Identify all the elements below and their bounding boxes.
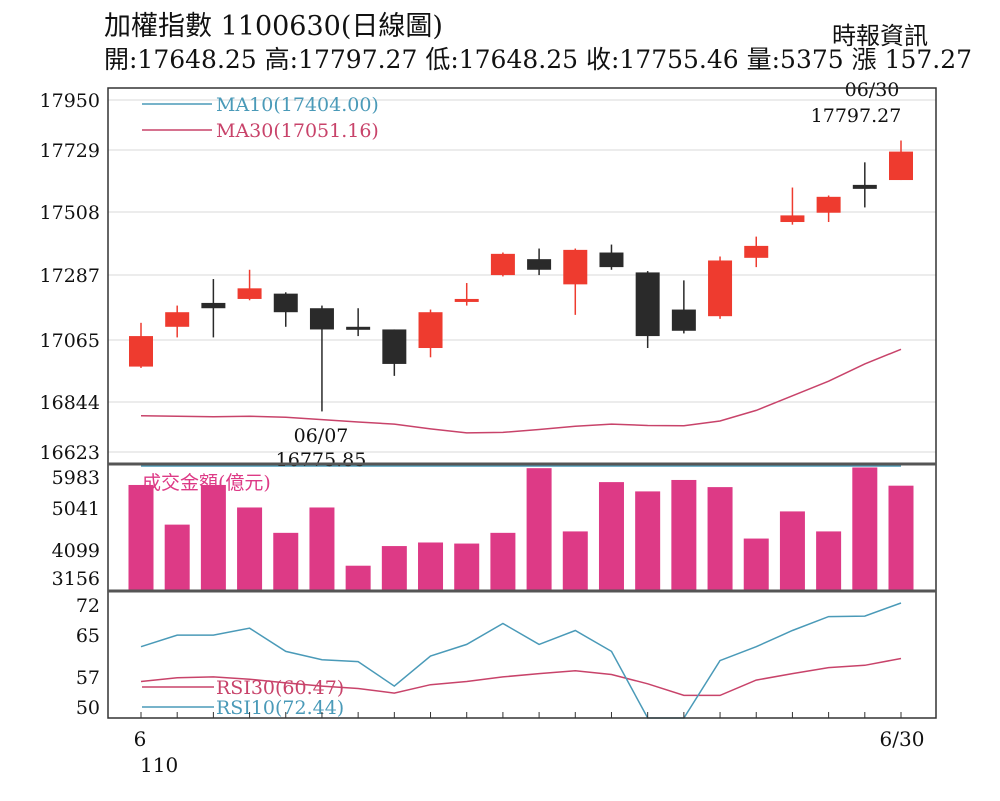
price-tick-label: 17950 <box>40 90 100 112</box>
ma30-line <box>140 348 902 434</box>
candle-body <box>382 329 407 364</box>
candle-body <box>454 298 479 302</box>
volume-bar <box>526 468 552 591</box>
candle-body <box>599 252 624 268</box>
rsi-legend-label: RSI30(60.47) <box>216 677 344 699</box>
plot-frame <box>107 87 937 719</box>
volume-bar <box>888 485 914 591</box>
volume-tick-label: 3156 <box>52 568 100 590</box>
source-label: 時報資訊 <box>832 22 928 50</box>
volume-tick-label: 5041 <box>52 498 100 520</box>
price-tick-label: 17508 <box>40 202 100 224</box>
volume-bar <box>237 507 263 591</box>
volume-panel-label: 成交金額(億元) <box>142 472 271 494</box>
volume-tick-label: 4099 <box>52 540 100 562</box>
rsi-legend-label: RSI10(72.44) <box>216 697 344 719</box>
volume-bar <box>562 531 588 591</box>
candle-body <box>671 309 696 331</box>
candle-body <box>237 288 262 299</box>
price-tick-label: 17065 <box>40 330 100 352</box>
volume-bar <box>852 467 878 591</box>
candle-body <box>780 215 805 223</box>
price-tick-label: 17729 <box>40 140 100 162</box>
candle-body <box>129 336 153 367</box>
low-value-annotation: 16775.85 <box>276 449 367 471</box>
candle-body <box>490 253 515 276</box>
candle-body <box>889 151 913 181</box>
rsi-tick-label: 50 <box>76 697 100 719</box>
volume-bar <box>635 491 661 591</box>
candle-body <box>852 184 877 189</box>
low-date-annotation: 06/07 <box>294 425 349 447</box>
volume-bar <box>490 532 516 591</box>
candle-body <box>527 259 552 270</box>
rsi-tick-label: 57 <box>76 667 100 689</box>
candle-body <box>744 245 769 258</box>
x-tick-label-start: 6 <box>134 727 147 751</box>
volume-bar <box>816 531 842 591</box>
candle-body <box>563 249 588 285</box>
rsi-tick-label: 72 <box>76 595 100 617</box>
candle-body <box>708 260 733 317</box>
candle-body <box>346 326 371 330</box>
volume-bar <box>128 484 154 591</box>
candle-body <box>309 308 334 330</box>
volume-bar <box>598 482 624 591</box>
candle-body <box>418 312 443 349</box>
high-value-annotation: 17797.27 <box>811 105 902 127</box>
rsi-tick-label: 65 <box>76 625 100 647</box>
price-tick-label: 17287 <box>40 265 100 287</box>
chart-title: 加權指數 1100630(日線圖) <box>104 11 443 42</box>
high-date-annotation: 06/30 <box>845 79 900 101</box>
legend-label: MA10(17404.00) <box>216 94 379 116</box>
volume-bar <box>345 565 371 591</box>
volume-bar <box>779 511 805 591</box>
volume-tick-label: 5983 <box>52 467 100 489</box>
candle-body <box>635 272 660 337</box>
candle-body <box>165 312 190 327</box>
candle-body <box>273 293 298 313</box>
volume-bar <box>381 546 407 591</box>
volume-bar <box>164 524 190 591</box>
volume-bar <box>454 543 480 591</box>
rsi10-line <box>140 602 902 719</box>
volume-bar <box>200 484 226 591</box>
rsi30-line <box>140 657 902 697</box>
volume-bar <box>418 542 444 591</box>
price-summary: 開:17648.25 高:17797.27 低:17648.25 收:17755… <box>104 45 973 74</box>
volume-bar <box>671 479 697 591</box>
legend-label: MA30(17051.16) <box>216 120 379 142</box>
candle-body <box>816 196 841 213</box>
candle-body <box>201 302 226 309</box>
x-tick-label-end: 6/30 <box>880 727 925 751</box>
volume-bar <box>273 532 299 591</box>
volume-bar <box>707 487 733 591</box>
volume-bar <box>743 538 769 591</box>
price-tick-label: 16623 <box>40 442 100 464</box>
volume-bar <box>309 507 335 591</box>
x-tick-label-year: 110 <box>140 753 178 777</box>
price-tick-label: 16844 <box>40 392 100 414</box>
